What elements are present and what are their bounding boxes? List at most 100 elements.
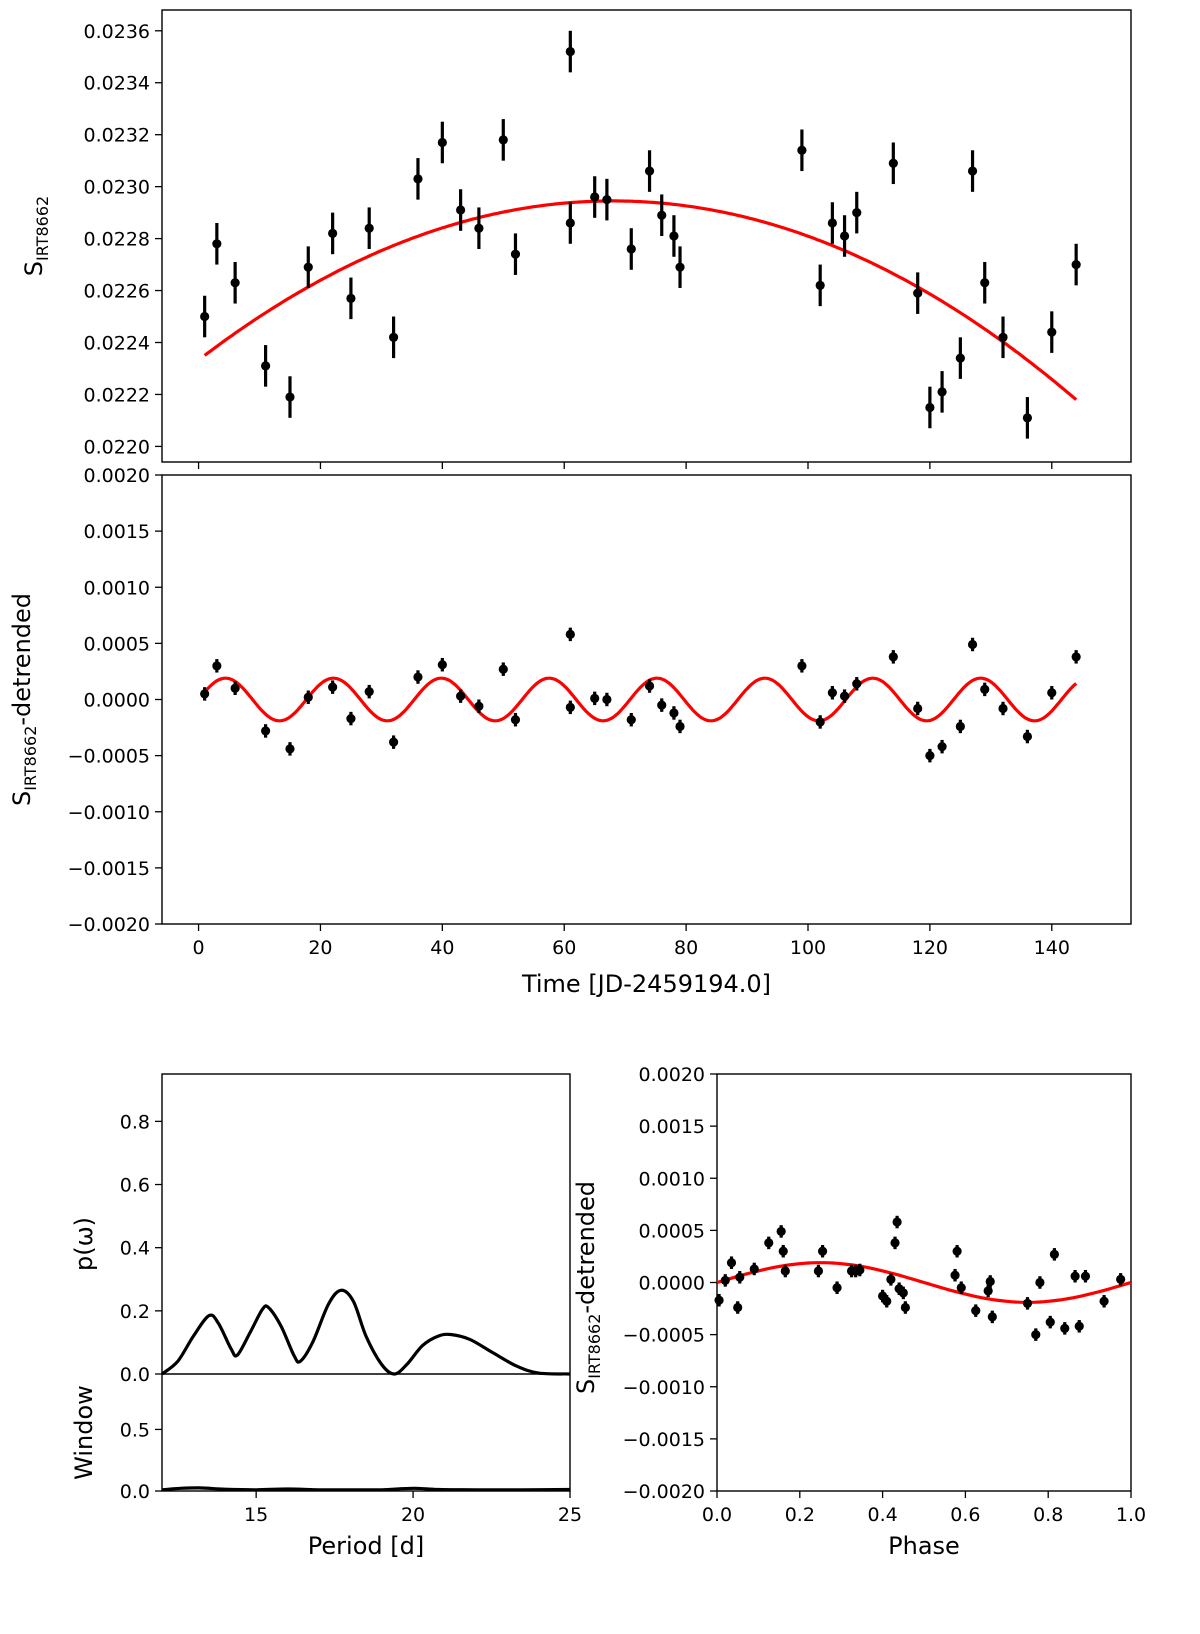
middle-xtick-label: 0 (193, 937, 205, 959)
middle-point (364, 687, 374, 697)
middle-point (626, 715, 636, 725)
top-point (815, 280, 825, 290)
phase-point (1080, 1271, 1091, 1281)
middle-ytick-label: 0.0015 (84, 521, 150, 543)
middle-xtick-label: 140 (1034, 937, 1070, 959)
top-point (852, 208, 862, 218)
top-point (980, 278, 990, 288)
phase-point (1060, 1323, 1070, 1333)
phase-ytick-label: −0.0005 (623, 1325, 705, 1347)
middle-xtick-label: 80 (674, 937, 698, 959)
top-axes-frame (161, 9, 1132, 463)
middle-xtick-label: 40 (430, 937, 454, 959)
top-point (797, 145, 807, 155)
middle-point (1047, 688, 1057, 698)
top-point (388, 332, 399, 342)
top-point (1047, 327, 1057, 337)
middle-ylabel: SIRT8662-detrended (8, 593, 40, 806)
periodogram-xtick-label: 15 (244, 1504, 268, 1526)
middle-ytick-label: −0.0005 (68, 746, 150, 768)
phase-point (886, 1274, 896, 1284)
middle-xtick-label: 20 (308, 937, 332, 959)
periodogram-bottom-ytick-label: 0.5 (120, 1419, 150, 1441)
middle-point (328, 682, 338, 692)
phase-xtick-label: 1.0 (1116, 1504, 1146, 1526)
phase-ytick-label: 0.0015 (639, 1116, 705, 1138)
phase-point (1099, 1296, 1109, 1306)
phase-ytick-label: 0.0000 (639, 1273, 705, 1295)
top-point (925, 402, 935, 413)
top-point (565, 218, 575, 228)
periodogram-top-ytick-label: 0.2 (120, 1301, 150, 1323)
middle-point (827, 688, 837, 698)
middle-point (955, 721, 965, 732)
middle-point (669, 708, 679, 718)
phase-ytick-label: −0.0020 (623, 1481, 705, 1503)
phase-point (952, 1246, 962, 1256)
top-ytick-label: 0.0230 (84, 177, 150, 199)
phase-xtick-label: 0.0 (702, 1504, 732, 1526)
middle-point (565, 629, 575, 639)
middle-ytick-label: −0.0015 (68, 858, 150, 880)
periodogram-top-ytick-label: 0.4 (120, 1238, 150, 1260)
phase-point (900, 1302, 910, 1313)
middle-xlabel: Time [JD-2459194.0] (521, 970, 771, 998)
top-point (230, 278, 240, 288)
top-point (827, 218, 837, 228)
top-point (498, 135, 508, 145)
phase-ytick-label: 0.0020 (639, 1064, 705, 1086)
phase-point (733, 1302, 743, 1313)
top-point (602, 195, 612, 205)
phase-xtick-label: 0.2 (785, 1504, 815, 1526)
panel-middle: −0.0020 −0.0015 −0.0010 −0.0005 0.0000 0.0005… (8, 465, 1132, 998)
middle-point (888, 652, 898, 662)
periodogram-top-ytick-label: 0.8 (120, 1111, 150, 1133)
top-point (657, 210, 667, 220)
phase-xlabel: Phase (888, 1532, 960, 1560)
top-point (937, 387, 947, 397)
phase-xtick-label: 0.8 (1033, 1504, 1063, 1526)
top-point (346, 293, 356, 303)
phase-point (987, 1312, 997, 1322)
top-ytick-label: 0.0222 (84, 384, 150, 406)
panel-phase: −0.0020 −0.0015 −0.0010 −0.0005 0.0000 0.0005… (572, 1064, 1146, 1560)
phase-point (720, 1275, 730, 1286)
top-point (510, 249, 521, 259)
top-point (474, 223, 484, 233)
top-point (413, 174, 423, 184)
phase-point (1031, 1330, 1041, 1340)
phase-point (898, 1288, 908, 1298)
phase-ytick-label: 0.0010 (639, 1168, 705, 1190)
top-point (285, 392, 295, 402)
phase-point (956, 1283, 966, 1293)
phase-ylabel: SIRT8662-detrended (572, 1181, 604, 1394)
top-ytick-label: 0.0236 (84, 21, 150, 43)
middle-point (498, 664, 508, 674)
middle-point (913, 703, 923, 714)
phase-point (714, 1295, 724, 1305)
top-point (888, 158, 898, 168)
middle-ytick-label: 0.0005 (84, 633, 150, 655)
top-ytick-label: 0.0224 (84, 333, 150, 355)
phase-point (882, 1296, 892, 1306)
middle-point (590, 693, 600, 703)
middle-xtick-label: 100 (790, 937, 826, 959)
window-curve (161, 1486, 571, 1492)
phase-point (778, 1246, 788, 1256)
phase-point (780, 1266, 790, 1276)
phase-point (813, 1266, 824, 1276)
middle-point (261, 726, 271, 736)
phase-point (735, 1272, 745, 1282)
middle-point (510, 715, 521, 725)
middle-point (565, 702, 575, 712)
middle-xtick-label: 120 (912, 937, 948, 959)
phase-point (1035, 1277, 1045, 1288)
phase-point (832, 1283, 842, 1293)
middle-point (998, 703, 1008, 714)
top-ytick-label: 0.0220 (84, 436, 150, 458)
top-point (328, 228, 338, 239)
top-ytick-label: 0.0228 (84, 229, 150, 251)
phase-point (892, 1217, 902, 1227)
periodogram-curve (160, 1288, 571, 1376)
